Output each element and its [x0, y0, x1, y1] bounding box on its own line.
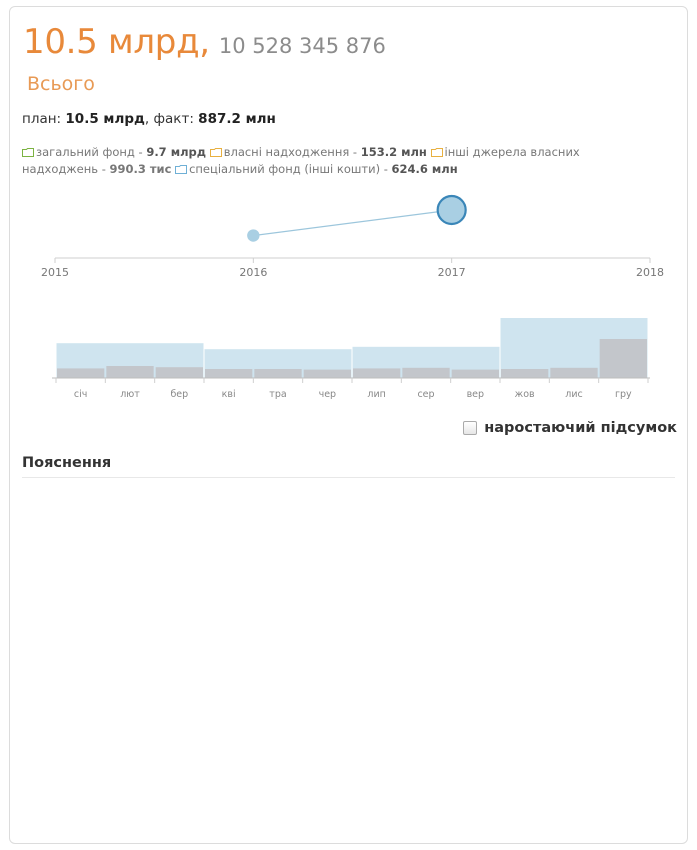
fact-bar[interactable]	[550, 367, 598, 378]
fund-item-other-sources[interactable]: інші джерела власних надходжень - 990.3 …	[22, 145, 580, 176]
fund-item-special[interactable]: спеціальний фонд (інші кошти) - 624.6 мл…	[175, 162, 458, 176]
fact-value: 887.2 млн	[198, 111, 276, 127]
month-label: лис	[565, 389, 582, 400]
fund-label: інші джерела власних надходжень -	[22, 145, 580, 176]
month-label: лип	[367, 389, 385, 400]
cumulative-toggle[interactable]: наростаючий підсумок	[463, 420, 677, 436]
fact-bar[interactable]	[205, 369, 253, 378]
month-label: кві	[222, 389, 236, 400]
month-label: чер	[319, 389, 337, 400]
x-tick-label: 2018	[636, 266, 664, 279]
series-line	[253, 209, 452, 237]
month-label: вер	[467, 389, 484, 400]
fund-item-own-revenue[interactable]: власні надходження - 153.2 млн	[209, 145, 427, 159]
headline: 10.5 млрд, 10 528 345 876	[23, 22, 386, 62]
month-label: бер	[170, 389, 188, 400]
budget-card	[9, 6, 688, 844]
x-tick-label: 2017	[438, 266, 466, 279]
amount-exact: 10 528 345 876	[218, 34, 386, 58]
fact-bar[interactable]	[353, 368, 401, 378]
folder-icon	[175, 165, 188, 174]
x-tick-label: 2016	[239, 266, 267, 279]
month-label: тра	[269, 389, 286, 400]
plan-fact-line: план: 10.5 млрд, факт: 887.2 млн	[22, 111, 276, 127]
fact-bar[interactable]	[303, 369, 351, 378]
explanations-heading: Пояснення	[22, 455, 112, 471]
divider	[22, 477, 675, 478]
x-tick-label: 2015	[41, 266, 69, 279]
fund-value: 153.2 млн	[360, 145, 427, 159]
fund-label: власні надходження -	[223, 145, 361, 159]
plan-label: план:	[22, 111, 66, 127]
fact-label: , факт:	[144, 111, 199, 127]
fund-value: 990.3 тис	[109, 162, 172, 176]
month-label: сер	[417, 389, 434, 400]
fact-bar[interactable]	[402, 367, 450, 378]
month-label: гру	[615, 389, 632, 400]
monthly-bar-chart: січ лют бер кві тра чер лип сер вер жов лис гру	[52, 318, 650, 400]
fund-item-general[interactable]: загальний фонд - 9.7 млрд	[22, 145, 206, 159]
fund-value: 624.6 млн	[391, 162, 458, 176]
funds-list: загальний фонд - 9.7 млрд власні надходж…	[22, 144, 642, 178]
fund-label: спеціальний фонд (інші кошти) -	[189, 162, 392, 176]
category-title: Всього	[27, 73, 95, 95]
data-point[interactable]	[247, 229, 260, 242]
fund-value: 9.7 млрд	[146, 145, 207, 159]
month-label: жов	[515, 389, 535, 400]
fact-bar[interactable]	[451, 369, 499, 378]
folder-icon	[22, 148, 34, 157]
yearly-bubble-chart: 2015 2016 2017 2018	[41, 194, 664, 279]
data-point[interactable]	[436, 194, 467, 226]
month-label: лют	[120, 389, 140, 400]
fund-label: загальний фонд -	[36, 145, 147, 159]
cumulative-label: наростаючий підсумок	[484, 420, 677, 436]
fact-bar[interactable]	[254, 369, 302, 378]
cumulative-checkbox[interactable]	[463, 421, 478, 435]
fact-bar[interactable]	[106, 366, 154, 378]
folder-icon	[209, 148, 222, 157]
amount-short: 10.5 млрд,	[23, 22, 210, 62]
folder-icon	[430, 148, 443, 157]
fact-bar[interactable]	[599, 339, 647, 378]
fact-bar[interactable]	[155, 367, 203, 378]
plan-value: 10.5 млрд	[65, 111, 145, 127]
fact-bar[interactable]	[57, 368, 105, 378]
fact-bar[interactable]	[501, 369, 549, 378]
month-label: січ	[74, 389, 87, 400]
